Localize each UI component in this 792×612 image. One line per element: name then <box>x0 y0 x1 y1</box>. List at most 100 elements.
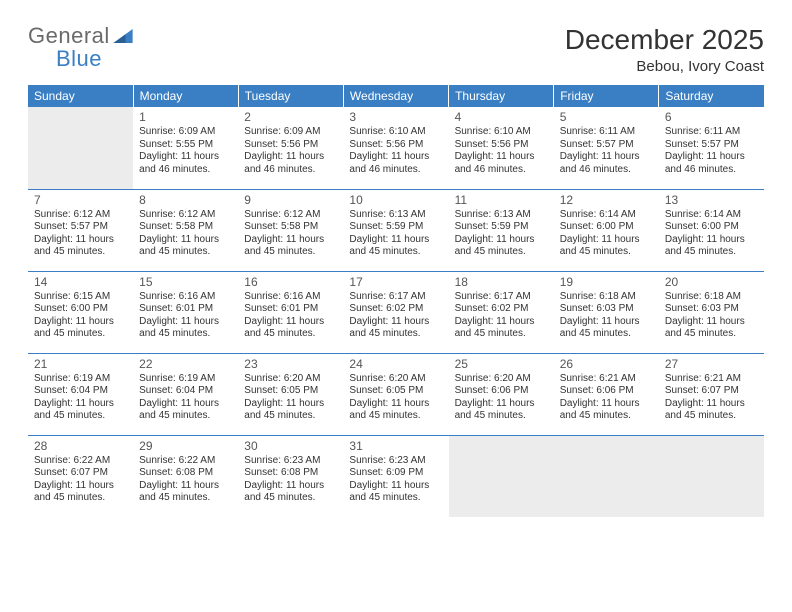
sunrise-line: Sunrise: 6:12 AM <box>34 209 127 222</box>
day-number: 5 <box>560 110 653 124</box>
sunset-line: Sunset: 6:06 PM <box>560 385 653 398</box>
calendar-cell: 31Sunrise: 6:23 AMSunset: 6:09 PMDayligh… <box>343 435 448 517</box>
calendar-cell: 27Sunrise: 6:21 AMSunset: 6:07 PMDayligh… <box>659 353 764 435</box>
sunrise-line: Sunrise: 6:12 AM <box>244 209 337 222</box>
sunrise-line: Sunrise: 6:19 AM <box>34 373 127 386</box>
calendar-cell <box>28 107 133 189</box>
daylight-line: Daylight: 11 hours and 45 minutes. <box>34 398 127 423</box>
dow-sunday: Sunday <box>28 85 133 107</box>
day-number: 11 <box>455 193 548 207</box>
sunrise-line: Sunrise: 6:11 AM <box>560 126 653 139</box>
sunrise-line: Sunrise: 6:21 AM <box>560 373 653 386</box>
day-number: 27 <box>665 357 758 371</box>
calendar-header-row: Sunday Monday Tuesday Wednesday Thursday… <box>28 85 764 107</box>
calendar-cell: 13Sunrise: 6:14 AMSunset: 6:00 PMDayligh… <box>659 189 764 271</box>
dow-monday: Monday <box>133 85 238 107</box>
sunset-line: Sunset: 6:00 PM <box>665 221 758 234</box>
sunset-line: Sunset: 6:01 PM <box>139 303 232 316</box>
sunrise-line: Sunrise: 6:11 AM <box>665 126 758 139</box>
daylight-line: Daylight: 11 hours and 45 minutes. <box>560 398 653 423</box>
day-number: 14 <box>34 275 127 289</box>
calendar-cell: 25Sunrise: 6:20 AMSunset: 6:06 PMDayligh… <box>449 353 554 435</box>
sunset-line: Sunset: 5:57 PM <box>560 139 653 152</box>
calendar-week-row: 7Sunrise: 6:12 AMSunset: 5:57 PMDaylight… <box>28 189 764 271</box>
day-number: 22 <box>139 357 232 371</box>
calendar-cell: 15Sunrise: 6:16 AMSunset: 6:01 PMDayligh… <box>133 271 238 353</box>
sunset-line: Sunset: 5:56 PM <box>244 139 337 152</box>
sunrise-line: Sunrise: 6:20 AM <box>244 373 337 386</box>
calendar-cell: 30Sunrise: 6:23 AMSunset: 6:08 PMDayligh… <box>238 435 343 517</box>
day-number: 15 <box>139 275 232 289</box>
day-number: 13 <box>665 193 758 207</box>
sunrise-line: Sunrise: 6:14 AM <box>560 209 653 222</box>
sunrise-line: Sunrise: 6:09 AM <box>244 126 337 139</box>
logo-text-blue: Blue <box>56 47 133 70</box>
dow-wednesday: Wednesday <box>343 85 448 107</box>
day-number: 2 <box>244 110 337 124</box>
day-number: 23 <box>244 357 337 371</box>
calendar-cell: 24Sunrise: 6:20 AMSunset: 6:05 PMDayligh… <box>343 353 448 435</box>
calendar-cell: 1Sunrise: 6:09 AMSunset: 5:55 PMDaylight… <box>133 107 238 189</box>
calendar-cell: 3Sunrise: 6:10 AMSunset: 5:56 PMDaylight… <box>343 107 448 189</box>
logo: GeneralBlue <box>28 24 133 70</box>
day-number: 10 <box>349 193 442 207</box>
calendar-cell: 2Sunrise: 6:09 AMSunset: 5:56 PMDaylight… <box>238 107 343 189</box>
calendar-cell <box>659 435 764 517</box>
day-number: 9 <box>244 193 337 207</box>
sunrise-line: Sunrise: 6:12 AM <box>139 209 232 222</box>
calendar-cell <box>449 435 554 517</box>
dow-thursday: Thursday <box>449 85 554 107</box>
day-number: 4 <box>455 110 548 124</box>
calendar-cell: 10Sunrise: 6:13 AMSunset: 5:59 PMDayligh… <box>343 189 448 271</box>
calendar-week-row: 21Sunrise: 6:19 AMSunset: 6:04 PMDayligh… <box>28 353 764 435</box>
dow-friday: Friday <box>554 85 659 107</box>
sunrise-line: Sunrise: 6:14 AM <box>665 209 758 222</box>
sunset-line: Sunset: 6:02 PM <box>455 303 548 316</box>
sunset-line: Sunset: 5:59 PM <box>349 221 442 234</box>
sunset-line: Sunset: 6:02 PM <box>349 303 442 316</box>
sunrise-line: Sunrise: 6:22 AM <box>139 455 232 468</box>
day-number: 16 <box>244 275 337 289</box>
sunrise-line: Sunrise: 6:23 AM <box>244 455 337 468</box>
calendar-cell: 20Sunrise: 6:18 AMSunset: 6:03 PMDayligh… <box>659 271 764 353</box>
sunset-line: Sunset: 5:55 PM <box>139 139 232 152</box>
header: GeneralBlue December 2025 Bebou, Ivory C… <box>28 24 764 75</box>
day-number: 3 <box>349 110 442 124</box>
daylight-line: Daylight: 11 hours and 46 minutes. <box>665 151 758 176</box>
calendar-cell: 5 Sunrise: 6:11 AMSunset: 5:57 PMDaylight… <box>554 107 659 189</box>
calendar-cell: 14Sunrise: 6:15 AMSunset: 6:00 PMDayligh… <box>28 271 133 353</box>
calendar-cell: 21Sunrise: 6:19 AMSunset: 6:04 PMDayligh… <box>28 353 133 435</box>
calendar-week-row: 28Sunrise: 6:22 AMSunset: 6:07 PMDayligh… <box>28 435 764 517</box>
sunrise-line: Sunrise: 6:19 AM <box>139 373 232 386</box>
calendar-cell: 29Sunrise: 6:22 AMSunset: 6:08 PMDayligh… <box>133 435 238 517</box>
sunrise-line: Sunrise: 6:18 AM <box>560 291 653 304</box>
sunset-line: Sunset: 6:06 PM <box>455 385 548 398</box>
daylight-line: Daylight: 11 hours and 45 minutes. <box>34 480 127 505</box>
sunrise-line: Sunrise: 6:16 AM <box>244 291 337 304</box>
sunset-line: Sunset: 6:04 PM <box>139 385 232 398</box>
day-number: 8 <box>139 193 232 207</box>
daylight-line: Daylight: 11 hours and 45 minutes. <box>139 234 232 259</box>
sunrise-line: Sunrise: 6:16 AM <box>139 291 232 304</box>
page-title: December 2025 <box>565 24 764 56</box>
sunset-line: Sunset: 5:56 PM <box>349 139 442 152</box>
daylight-line: Daylight: 11 hours and 46 minutes. <box>560 151 653 176</box>
sunset-line: Sunset: 6:04 PM <box>34 385 127 398</box>
calendar-table: Sunday Monday Tuesday Wednesday Thursday… <box>28 85 764 517</box>
daylight-line: Daylight: 11 hours and 45 minutes. <box>349 316 442 341</box>
day-number: 12 <box>560 193 653 207</box>
daylight-line: Daylight: 11 hours and 45 minutes. <box>139 480 232 505</box>
daylight-line: Daylight: 11 hours and 45 minutes. <box>455 398 548 423</box>
sunset-line: Sunset: 6:05 PM <box>349 385 442 398</box>
logo-text-general: General <box>28 24 110 47</box>
calendar-cell: 8Sunrise: 6:12 AMSunset: 5:58 PMDaylight… <box>133 189 238 271</box>
calendar-week-row: 14Sunrise: 6:15 AMSunset: 6:00 PMDayligh… <box>28 271 764 353</box>
sunset-line: Sunset: 6:05 PM <box>244 385 337 398</box>
daylight-line: Daylight: 11 hours and 45 minutes. <box>560 316 653 341</box>
calendar-cell: 23Sunrise: 6:20 AMSunset: 6:05 PMDayligh… <box>238 353 343 435</box>
sunrise-line: Sunrise: 6:15 AM <box>34 291 127 304</box>
sunrise-line: Sunrise: 6:21 AM <box>665 373 758 386</box>
calendar-week-row: 1Sunrise: 6:09 AMSunset: 5:55 PMDaylight… <box>28 107 764 189</box>
sunset-line: Sunset: 6:03 PM <box>665 303 758 316</box>
daylight-line: Daylight: 11 hours and 45 minutes. <box>34 234 127 259</box>
